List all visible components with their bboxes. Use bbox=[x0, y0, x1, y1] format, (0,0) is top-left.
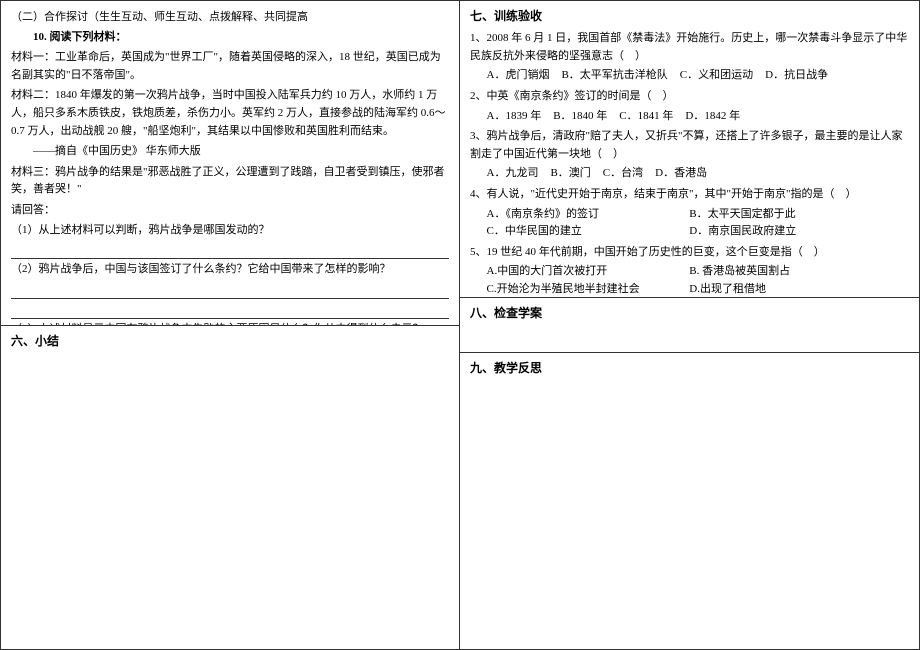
q2-text: 2、中英《南京条约》签订的时间是（ ） bbox=[470, 88, 909, 106]
left-column: （二）合作探讨（生生互动、师生互动、点拨解释、共同提高 10. 阅读下列材料： … bbox=[1, 1, 460, 649]
q4-options: A．《南京条约》的签订 B．太平天国定都于此 C．中华民国的建立 D．南京国民政… bbox=[487, 206, 910, 241]
material2-source: ——摘自《中国历史》 华东师大版 bbox=[11, 143, 449, 161]
q1-opt-b: B．太平军抗击洋枪队 bbox=[561, 67, 667, 85]
q1-opt-a: A．虎门销烟 bbox=[487, 67, 550, 85]
sub-q1: （1）从上述材料可以判断，鸦片战争是哪国发动的？ bbox=[11, 222, 449, 240]
q3-opt-b: B．澳门 bbox=[550, 165, 590, 183]
right-column: 七、训练验收 1、2008 年 6 月 1 日，我国首部《禁毒法》开始施行。历史… bbox=[460, 1, 919, 649]
sec2-heading: （二）合作探讨（生生互动、师生互动、点拨解释、共同提高 bbox=[11, 9, 449, 27]
section-check: 八、检查学案 bbox=[460, 298, 919, 353]
q5-opt-a: A.中国的大门首次被打开 bbox=[487, 263, 690, 281]
q2-opt-a: A．1839 年 bbox=[487, 108, 542, 126]
q2-options: A．1839 年 B．1840 年 C．1841 年 D．1842 年 bbox=[487, 108, 910, 126]
sec6-heading: 六、小结 bbox=[11, 332, 449, 351]
q3-text: 3、鸦片战争后，清政府"赔了夫人，又折兵"不算，还搭上了许多银子，最主要的是让人… bbox=[470, 128, 909, 163]
q4-opt-d: D．南京国民政府建立 bbox=[689, 223, 892, 241]
q4-opt-b: B．太平天国定都于此 bbox=[689, 206, 892, 224]
q1-text: 1、2008 年 6 月 1 日，我国首部《禁毒法》开始施行。历史上，哪一次禁毒… bbox=[470, 30, 909, 65]
q5-opt-b: B. 香港岛被英国割占 bbox=[689, 263, 892, 281]
q3-options: A．九龙司 B．澳门 C．台湾 D．香港岛 bbox=[487, 165, 910, 183]
blank-line bbox=[11, 241, 449, 259]
item10: 10. 阅读下列材料： bbox=[11, 29, 449, 47]
q5: 5、19 世纪 40 年代前期，中国开始了历史性的巨变，这个巨变是指（ ） A.… bbox=[470, 244, 909, 298]
q4-opt-c: C．中华民国的建立 bbox=[487, 223, 690, 241]
q3-opt-a: A．九龙司 bbox=[487, 165, 539, 183]
page-container: （二）合作探讨（生生互动、师生互动、点拨解释、共同提高 10. 阅读下列材料： … bbox=[0, 0, 920, 650]
q2: 2、中英《南京条约》签订的时间是（ ） A．1839 年 B．1840 年 C．… bbox=[470, 88, 909, 125]
blank-line bbox=[11, 301, 449, 319]
q5-opt-c: C.开始沦为半殖民地半封建社会 bbox=[487, 281, 690, 298]
q1-options: A．虎门销烟 B．太平军抗击洋枪队 C．义和团运动 D．抗日战争 bbox=[487, 67, 910, 85]
ask-label: 请回答： bbox=[11, 202, 449, 220]
q5-text: 5、19 世纪 40 年代前期，中国开始了历史性的巨变，这个巨变是指（ ） bbox=[470, 244, 909, 262]
q4-text: 4、有人说，"近代史开始于南京，结束于南京"，其中"开始于南京"指的是（ ） bbox=[470, 186, 909, 204]
q1-opt-c: C．义和团运动 bbox=[680, 67, 753, 85]
q5-options: A.中国的大门首次被打开 B. 香港岛被英国割占 C.开始沦为半殖民地半封建社会… bbox=[487, 263, 910, 298]
sec8-heading: 八、检查学案 bbox=[470, 304, 909, 323]
q4-opt-a: A．《南京条约》的签订 bbox=[487, 206, 690, 224]
q3-opt-d: D．香港岛 bbox=[655, 165, 707, 183]
q4: 4、有人说，"近代史开始于南京，结束于南京"，其中"开始于南京"指的是（ ） A… bbox=[470, 186, 909, 241]
q1: 1、2008 年 6 月 1 日，我国首部《禁毒法》开始施行。历史上，哪一次禁毒… bbox=[470, 30, 909, 85]
sec9-heading: 九、教学反思 bbox=[470, 359, 909, 378]
section-training: 七、训练验收 1、2008 年 6 月 1 日，我国首部《禁毒法》开始施行。历史… bbox=[460, 1, 919, 298]
q3-opt-c: C．台湾 bbox=[603, 165, 643, 183]
q1-opt-d: D．抗日战争 bbox=[765, 67, 828, 85]
q2-opt-b: B．1840 年 bbox=[553, 108, 607, 126]
material3: 材料三：鸦片战争的结果是"邪恶战胜了正义，公理遭到了践踏，自卫者受到镇压，使邪者… bbox=[11, 164, 449, 199]
blank-line bbox=[11, 281, 449, 299]
material2: 材料二：1840 年爆发的第一次鸦片战争，当时中国投入陆军兵力约 10 万人，水… bbox=[11, 87, 449, 140]
section-cooperation: （二）合作探讨（生生互动、师生互动、点拨解释、共同提高 10. 阅读下列材料： … bbox=[1, 1, 459, 326]
material1: 材料一：工业革命后，英国成为"世界工厂"，随着英国侵略的深入，18 世纪，英国已… bbox=[11, 49, 449, 84]
sec7-heading: 七、训练验收 bbox=[470, 7, 909, 26]
sub-q2: （2）鸦片战争后，中国与该国签订了什么条约？它给中国带来了怎样的影响？ bbox=[11, 261, 449, 279]
q2-opt-d: D．1842 年 bbox=[685, 108, 740, 126]
q5-opt-d: D.出现了租借地 bbox=[689, 281, 892, 298]
q2-opt-c: C．1841 年 bbox=[619, 108, 673, 126]
section-summary: 六、小结 bbox=[1, 326, 459, 650]
q3: 3、鸦片战争后，清政府"赔了夫人，又折兵"不算，还搭上了许多银子，最主要的是让人… bbox=[470, 128, 909, 183]
section-reflection: 九、教学反思 bbox=[460, 353, 919, 649]
